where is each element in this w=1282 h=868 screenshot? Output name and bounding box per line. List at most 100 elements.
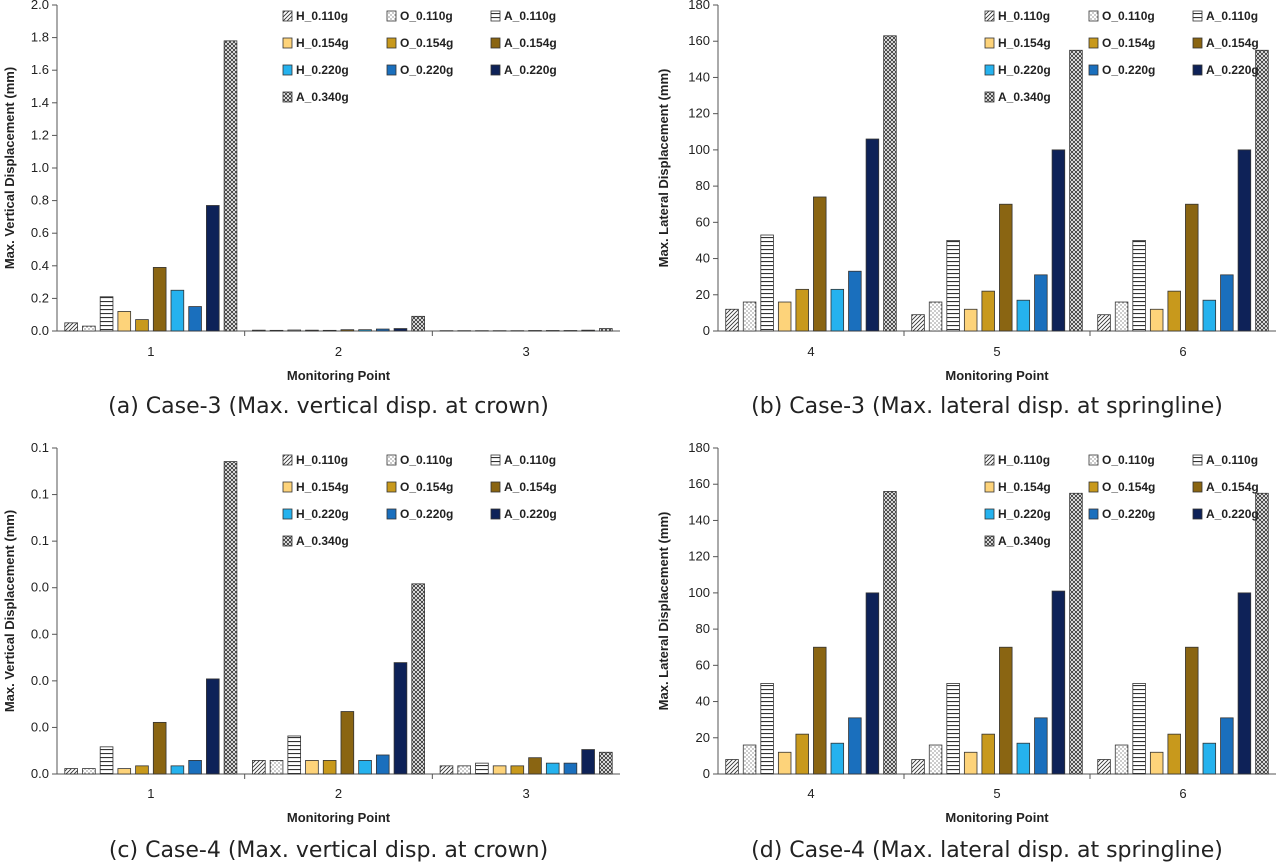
panel-caption: (d) Case-4 (Max. lateral disp. at spring…: [751, 838, 1223, 863]
bar-A_0.154g-pt6: [1185, 203, 1199, 332]
legend-swatch: [386, 37, 397, 49]
bar-H_0.154g-pt5: [963, 751, 978, 775]
legend-entry: A_0.340g: [296, 534, 349, 548]
y-tick-label: 0.0: [31, 673, 49, 688]
bar-A_0.220g-pt2: [393, 662, 408, 775]
legend-swatch: [984, 64, 995, 76]
legend-entry: H_0.154g: [296, 36, 349, 50]
legend-swatch: [1192, 10, 1203, 22]
bar-H_0.154g-pt6: [1149, 308, 1164, 332]
bar-A_0.154g-pt2: [340, 711, 355, 775]
y-tick-label: 140: [688, 512, 710, 527]
legend-entry: A_0.154g: [504, 480, 557, 494]
bar-A_0.154g-pt4: [813, 646, 827, 775]
chart-panel-d: 0 20 40 60 80 100 120 140 160 180 4 5 6 Monitoring Po…: [656, 440, 1276, 863]
bar-H_0.110g-pt1: [64, 322, 78, 332]
y-axis-label: Max. Vertical Displacement (mm): [2, 510, 17, 712]
legend-entry: A_0.154g: [1206, 480, 1259, 494]
bar-O_0.110g-pt2: [269, 760, 284, 775]
bar-H_0.154g-pt2: [305, 329, 319, 332]
y-tick-label: 80: [696, 178, 710, 193]
legend-entry: A_0.110g: [1206, 9, 1258, 23]
y-tick-label: 1.8: [31, 30, 49, 45]
legend-swatch: [984, 481, 995, 493]
legend-entry: H_0.110g: [998, 9, 1050, 23]
y-tick-label: 180: [688, 0, 710, 12]
chart-panel-b: 0 20 40 60 80 100 120 140 160 180 4 5 6 Monitoring Po…: [656, 0, 1276, 419]
bar-A_0.340g-pt6: [1255, 49, 1269, 332]
legend-swatch: [1088, 64, 1099, 76]
bar-O_0.154g-pt5: [981, 733, 995, 775]
bar-A_0.340g-pt1: [223, 40, 238, 332]
bar-H_0.110g-pt3: [439, 765, 454, 775]
bar-O_0.154g-pt1: [135, 765, 149, 775]
bar-A_0.340g-pt3: [599, 751, 613, 775]
legend-swatch: [1192, 454, 1203, 466]
bar-O_0.154g-pt1: [135, 319, 149, 332]
legend-swatch: [1192, 481, 1203, 493]
legend-swatch: [984, 535, 995, 547]
legend-swatch: [282, 64, 293, 76]
y-tick-label: 100: [688, 585, 710, 600]
bar-O_0.220g-pt2: [375, 754, 390, 775]
bar-O_0.110g-pt1: [82, 768, 96, 775]
legend: H_0.110g O_0.110g A_0.110g H_0.154g O_0.154g…: [984, 9, 1259, 104]
panel-caption: (a) Case-3 (Max. vertical disp. at crown…: [108, 394, 549, 419]
legend-entry: O_0.154g: [1102, 480, 1155, 494]
legend-entry: O_0.110g: [400, 9, 453, 23]
bar-O_0.110g-pt4: [742, 301, 757, 332]
y-tick-label: 40: [696, 251, 710, 266]
legend: H_0.110g O_0.110g A_0.110g H_0.154g O_0.154g…: [282, 9, 557, 104]
y-tick-label: 20: [696, 730, 710, 745]
legend-entry: H_0.220g: [998, 63, 1051, 77]
bar-A_0.340g-pt5: [1069, 49, 1083, 332]
bar-A_0.110g-pt4: [760, 683, 774, 775]
bar-H_0.110g-pt4: [725, 308, 739, 332]
legend-swatch: [282, 454, 293, 466]
x-axis-label: Monitoring Point: [287, 368, 391, 383]
bar-A_0.340g-pt6: [1255, 492, 1269, 775]
legend-entry: O_0.220g: [400, 63, 453, 77]
y-tick-label: 160: [688, 476, 710, 491]
legend-swatch: [386, 64, 397, 76]
bar-A_0.220g-pt5: [1051, 149, 1066, 332]
legend-swatch: [282, 91, 293, 103]
bar-H_0.154g-pt1: [117, 311, 132, 332]
bar-A_0.110g-pt6: [1132, 683, 1146, 775]
bar-H_0.220g-pt3: [545, 762, 560, 775]
legend-swatch: [490, 64, 501, 76]
y-tick-label: 1.0: [31, 160, 49, 175]
bar-H_0.154g-pt2: [305, 760, 319, 775]
bar-A_0.340g-pt4: [883, 35, 897, 332]
bar-H_0.220g-pt1: [170, 765, 185, 775]
x-axis-label: Monitoring Point: [945, 368, 1049, 383]
legend-swatch: [282, 535, 293, 547]
bar-A_0.340g-pt2: [411, 583, 425, 775]
bar-A_0.220g-pt4: [865, 138, 880, 332]
bar-A_0.220g-pt6: [1237, 592, 1252, 775]
bar-H_0.110g-pt1: [64, 768, 78, 775]
y-tick-label: 0.0: [31, 766, 49, 781]
x-tick-label: 2: [335, 786, 342, 801]
legend-entry: H_0.220g: [296, 507, 349, 521]
bar-H_0.154g-pt6: [1149, 751, 1164, 775]
legend-swatch: [1192, 64, 1203, 76]
bar-A_0.110g-pt5: [946, 240, 960, 332]
legend-entry: A_0.220g: [1206, 63, 1259, 77]
bar-A_0.220g-pt3: [581, 329, 595, 332]
legend-entry: A_0.110g: [504, 453, 556, 467]
legend-entry: O_0.110g: [400, 453, 453, 467]
bar-O_0.110g-pt5: [928, 301, 943, 332]
bar-H_0.110g-pt5: [911, 759, 925, 775]
x-tick-label: 4: [807, 786, 814, 801]
legend: H_0.110g O_0.110g A_0.110g H_0.154g O_0.154g…: [282, 453, 557, 548]
legend-swatch: [1088, 37, 1099, 49]
legend-entry: H_0.154g: [296, 480, 349, 494]
bar-O_0.220g-pt4: [848, 270, 862, 332]
legend-swatch: [1088, 10, 1099, 22]
bar-H_0.220g-pt5: [1016, 742, 1031, 775]
y-tick-label: 100: [688, 142, 710, 157]
y-tick-label: 160: [688, 33, 710, 48]
x-axis-label: Monitoring Point: [287, 810, 391, 825]
